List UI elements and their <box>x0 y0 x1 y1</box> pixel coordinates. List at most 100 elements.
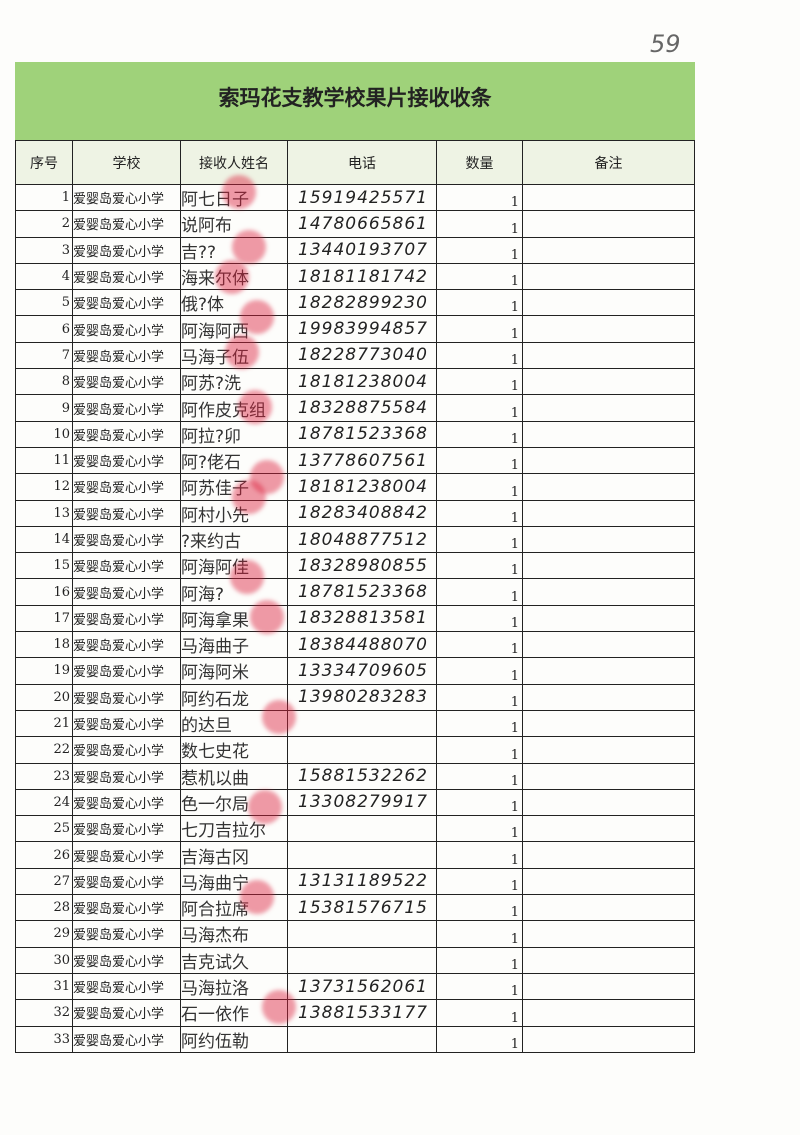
cell-qty: 1 <box>436 841 523 869</box>
cell-qty: 1 <box>436 394 523 422</box>
cell-no: 32 <box>15 999 73 1027</box>
cell-no: 27 <box>15 867 73 896</box>
cell-note <box>522 552 695 580</box>
cell-name: 马海子伍 <box>180 341 288 370</box>
cell-no: 17 <box>15 604 73 633</box>
cell-qty: 1 <box>436 446 523 475</box>
cell-qty: 1 <box>436 631 523 659</box>
cell-qty: 1 <box>436 289 523 317</box>
cell-school: 爱婴岛爱心小学 <box>72 972 181 1001</box>
cell-note <box>522 420 695 448</box>
cell-qty: 1 <box>436 709 523 738</box>
cell-note <box>522 183 695 212</box>
cell-school: 爱婴岛爱心小学 <box>72 289 181 317</box>
cell-name: 吉海古冈 <box>180 841 288 869</box>
cell-name: 阿约石龙 <box>180 683 288 711</box>
table-row: 6 爱婴岛爱心小学 阿海阿西 19983994857 1 <box>15 315 695 343</box>
cell-no: 29 <box>15 920 73 948</box>
cell-phone: 18228773040 <box>287 341 437 370</box>
cell-no: 33 <box>15 1025 73 1053</box>
table-row: 20 爱婴岛爱心小学 阿约石龙 13980283283 1 <box>15 683 695 711</box>
table-row: 12 爱婴岛爱心小学 阿苏佳子 18181238004 1 <box>15 473 695 501</box>
cell-school: 爱婴岛爱心小学 <box>72 920 181 948</box>
cell-phone: 13731562061 <box>287 972 437 1001</box>
cell-school: 爱婴岛爱心小学 <box>72 368 181 396</box>
cell-note <box>522 315 695 343</box>
page-number: 59 <box>650 30 681 58</box>
cell-phone <box>287 1025 437 1053</box>
table-row: 28 爱婴岛爱心小学 阿合拉席 15381576715 1 <box>15 894 695 922</box>
cell-qty: 1 <box>436 920 523 948</box>
cell-phone: 18328875584 <box>287 394 437 422</box>
col-header-qty: 数量 <box>436 140 523 185</box>
cell-phone <box>287 946 437 974</box>
cell-no: 21 <box>15 709 73 738</box>
cell-name: 阿海拿果 <box>180 604 288 633</box>
fingerprint-stamp <box>232 480 266 514</box>
col-header-note: 备注 <box>522 140 695 185</box>
cell-phone: 18781523368 <box>287 420 437 448</box>
cell-phone: 18384488070 <box>287 631 437 659</box>
cell-no: 16 <box>15 578 73 606</box>
cell-no: 12 <box>15 473 73 501</box>
cell-name: 阿?佬石 <box>180 446 288 475</box>
table-row: 7 爱婴岛爱心小学 马海子伍 18228773040 1 <box>15 341 695 370</box>
table-row: 15 爱婴岛爱心小学 阿海阿佳 18328980855 1 <box>15 552 695 580</box>
cell-no: 30 <box>15 946 73 974</box>
table-row: 19 爱婴岛爱心小学 阿海阿米 13334709605 1 <box>15 657 695 685</box>
cell-qty: 1 <box>436 604 523 633</box>
cell-no: 24 <box>15 788 73 817</box>
cell-phone: 13334709605 <box>287 657 437 685</box>
table-row: 30 爱婴岛爱心小学 吉克试久 1 <box>15 946 695 974</box>
cell-phone <box>287 841 437 869</box>
cell-name: 阿海阿佳 <box>180 552 288 580</box>
cell-phone: 18781523368 <box>287 578 437 606</box>
fingerprint-stamp <box>262 700 296 734</box>
cell-note <box>522 709 695 738</box>
cell-qty: 1 <box>436 578 523 606</box>
cell-school: 爱婴岛爱心小学 <box>72 315 181 343</box>
fingerprint-stamp <box>232 230 266 264</box>
cell-no: 15 <box>15 552 73 580</box>
cell-school: 爱婴岛爱心小学 <box>72 578 181 606</box>
table-row: 27 爱婴岛爱心小学 马海曲宁 13131189522 1 <box>15 867 695 896</box>
document-title: 索玛花支教学校果片接收收条 <box>218 85 492 110</box>
fingerprint-stamp <box>238 390 272 424</box>
cell-school: 爱婴岛爱心小学 <box>72 657 181 685</box>
cell-note <box>522 894 695 922</box>
cell-name: 马海杰布 <box>180 920 288 948</box>
table-row: 22 爱婴岛爱心小学 数七史花 1 <box>15 736 695 764</box>
cell-school: 爱婴岛爱心小学 <box>72 683 181 711</box>
cell-school: 爱婴岛爱心小学 <box>72 815 181 843</box>
cell-note <box>522 262 695 291</box>
cell-qty: 1 <box>436 341 523 370</box>
cell-qty: 1 <box>436 210 523 238</box>
cell-school: 爱婴岛爱心小学 <box>72 262 181 291</box>
cell-school: 爱婴岛爱心小学 <box>72 341 181 370</box>
cell-school: 爱婴岛爱心小学 <box>72 183 181 212</box>
cell-school: 爱婴岛爱心小学 <box>72 210 181 238</box>
cell-qty: 1 <box>436 552 523 580</box>
cell-note <box>522 210 695 238</box>
title-band <box>15 62 695 140</box>
cell-note <box>522 525 695 554</box>
cell-qty: 1 <box>436 420 523 448</box>
cell-school: 爱婴岛爱心小学 <box>72 841 181 869</box>
cell-note <box>522 815 695 843</box>
cell-school: 爱婴岛爱心小学 <box>72 236 181 264</box>
cell-school: 爱婴岛爱心小学 <box>72 446 181 475</box>
cell-name: 马海曲子 <box>180 631 288 659</box>
cell-school: 爱婴岛爱心小学 <box>72 867 181 896</box>
cell-school: 爱婴岛爱心小学 <box>72 525 181 554</box>
cell-phone: 13778607561 <box>287 446 437 475</box>
cell-note <box>522 604 695 633</box>
cell-phone: 13440193707 <box>287 236 437 264</box>
cell-note <box>522 972 695 1001</box>
cell-school: 爱婴岛爱心小学 <box>72 736 181 764</box>
cell-qty: 1 <box>436 262 523 291</box>
cell-note <box>522 499 695 527</box>
fingerprint-stamp <box>215 260 249 294</box>
cell-qty: 1 <box>436 499 523 527</box>
cell-name: 吉?? <box>180 236 288 264</box>
